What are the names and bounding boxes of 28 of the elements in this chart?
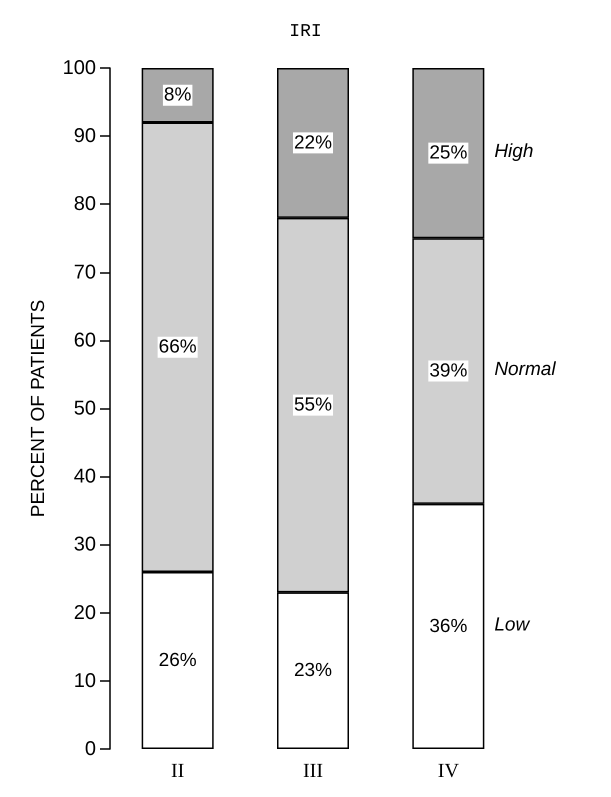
y-tick-label: 100: [62, 57, 96, 79]
x-tick-label: II: [171, 760, 184, 782]
x-tick-label: III: [303, 760, 323, 782]
y-tick-label: 50: [74, 398, 96, 420]
data-label: 36%: [429, 616, 468, 637]
y-tick-label: 30: [74, 534, 96, 556]
y-axis-title: PERCENT OF PATIENTS: [28, 300, 49, 518]
y-tick-label: 0: [84, 738, 96, 760]
data-label: 39%: [429, 360, 468, 382]
y-tick-label: 70: [74, 261, 96, 284]
y-tick-label: 10: [74, 670, 96, 692]
data-label: 66%: [158, 336, 197, 358]
data-label: 8%: [164, 84, 192, 106]
series-label: High: [494, 141, 534, 162]
y-tick-label: 90: [74, 125, 96, 148]
data-label: 26%: [158, 650, 197, 671]
data-label: 22%: [294, 132, 332, 154]
series-label: Normal: [494, 359, 556, 380]
data-label: 23%: [294, 660, 332, 682]
chart-title: IRI: [289, 22, 322, 42]
y-tick-label: 40: [74, 466, 96, 488]
y-tick-label: 80: [74, 193, 96, 216]
y-tick-label: 20: [74, 602, 96, 624]
y-tick-label: 60: [74, 329, 96, 352]
series-label: Low: [494, 614, 530, 636]
data-label: 55%: [294, 394, 332, 416]
data-label: 25%: [429, 142, 468, 164]
x-tick-label: IV: [438, 760, 460, 782]
